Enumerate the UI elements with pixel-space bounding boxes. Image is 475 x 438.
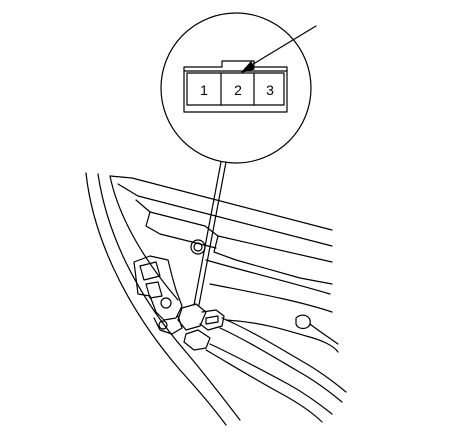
harness-wire-3 [209, 343, 333, 415]
connector-body [177, 303, 207, 331]
connector-outline [183, 60, 288, 113]
door-lower-panel [205, 259, 331, 295]
bracket-main [133, 255, 183, 321]
harness-tail [309, 323, 339, 345]
door-recess-1 [135, 199, 333, 263]
bracket-tab [153, 315, 183, 335]
callout-leader-a [193, 161, 222, 306]
pin-3-label: 3 [266, 82, 274, 98]
door-panel-edge-inner [97, 173, 241, 421]
bracket-detail-2 [145, 281, 163, 299]
connector-latch [205, 315, 219, 325]
harness-wire-1 [221, 317, 347, 393]
grommet-hole-inner [193, 242, 203, 252]
harness-wire-4 [205, 349, 323, 423]
magnifier-circle [160, 12, 312, 164]
connector-plug [199, 309, 225, 331]
door-recess-3 [213, 235, 333, 285]
grommet-hole [190, 239, 206, 255]
door-top-edge-2 [117, 183, 333, 247]
door-lower-panel-2 [209, 283, 333, 313]
bracket-hole [158, 320, 168, 330]
door-recess-2 [145, 211, 217, 249]
door-top-edge [109, 175, 333, 231]
harness-wire-5 [225, 319, 339, 353]
pin-1-label: 1 [200, 82, 208, 98]
door-panel-edge-inner-2 [109, 175, 179, 301]
arrow-leader [249, 25, 317, 67]
door-panel-edge-outer [85, 172, 227, 426]
connector-lower [183, 329, 211, 351]
cavity-box [186, 72, 285, 106]
harness-wire-2 [219, 327, 343, 403]
arrow-head [241, 61, 255, 73]
bracket-bolt [160, 297, 172, 309]
bracket-detail-1 [139, 261, 161, 281]
harness-clip [295, 314, 311, 330]
callout-leader-b [198, 161, 227, 306]
pin-2-label: 2 [234, 82, 242, 98]
